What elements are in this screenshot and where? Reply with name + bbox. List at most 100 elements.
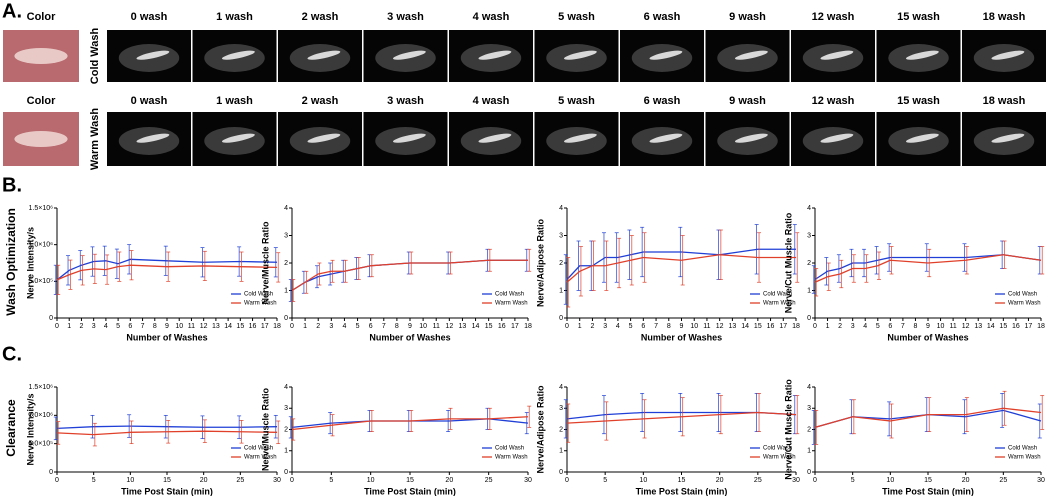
series-line <box>291 259 528 292</box>
series-line <box>291 259 528 292</box>
error-bar <box>629 235 634 286</box>
error-bar <box>68 259 73 290</box>
error-bar <box>718 395 723 435</box>
x-tick-label: 14 <box>224 323 232 330</box>
nerve <box>905 133 939 143</box>
error-bar <box>678 226 683 278</box>
y-tick-label: 3 <box>807 405 811 412</box>
x-tick-label: 11 <box>188 323 195 330</box>
nerve <box>136 50 170 60</box>
x-tick-label: 25 <box>999 477 1007 484</box>
nerve <box>820 133 854 143</box>
x-tick-label: 3 <box>851 323 855 330</box>
y-tick-label: 3 <box>284 232 288 239</box>
image-header: 1 wash <box>216 95 253 107</box>
error-bar <box>66 255 71 286</box>
error-bar <box>330 414 335 437</box>
error-bar <box>640 226 645 278</box>
error-bar <box>814 268 819 297</box>
y-axis-label: Nerve/Adipose Ratio <box>535 218 545 307</box>
row-title: Clearance <box>4 399 18 457</box>
x-tick-label: 15 <box>924 477 932 484</box>
image-header: 5 wash <box>558 95 595 107</box>
legend-label: Cold Wash <box>495 446 524 452</box>
error-bar <box>839 259 844 289</box>
x-tick-label: 11 <box>433 323 440 330</box>
row-label: Warm Wash <box>89 108 101 170</box>
x-tick-label: 5 <box>329 477 333 484</box>
error-bar <box>409 410 414 432</box>
error-bar <box>640 393 645 432</box>
error-bar <box>1040 246 1045 275</box>
image-header: 9 wash <box>729 11 766 23</box>
nerve <box>563 50 597 60</box>
error-bar <box>1002 240 1007 269</box>
series-line <box>566 411 797 424</box>
x-tick-label: 9 <box>408 323 412 330</box>
x-tick-label: 18 <box>273 323 281 330</box>
error-bar <box>924 243 929 272</box>
nerve <box>307 50 341 60</box>
y-tick-label: 2 <box>284 260 288 267</box>
error-bar <box>343 259 348 283</box>
error-bar <box>90 246 95 277</box>
error-bar <box>127 244 132 275</box>
x-tick-label: 14 <box>472 323 480 330</box>
error-bar <box>56 421 61 445</box>
error-bar <box>163 245 168 276</box>
x-tick-label: 20 <box>716 477 724 484</box>
nerve <box>392 50 426 60</box>
x-tick-label: 12 <box>716 323 724 330</box>
y-tick-label: 0 <box>559 469 563 476</box>
error-bar <box>330 259 335 283</box>
error-bar <box>716 393 721 432</box>
y-tick-label: 0 <box>284 315 288 322</box>
error-bar <box>369 410 374 432</box>
error-bar <box>601 395 606 435</box>
y-tick-label: 0 <box>284 469 288 476</box>
error-bar <box>78 250 83 281</box>
image-header: 2 wash <box>302 95 339 107</box>
error-bar <box>824 257 829 286</box>
error-bar <box>680 235 685 286</box>
nerve <box>991 50 1025 60</box>
x-tick-label: 8 <box>667 323 671 330</box>
image-header: 6 wash <box>644 11 681 23</box>
image-header: 6 wash <box>644 95 681 107</box>
error-bar <box>129 250 134 281</box>
error-bar <box>604 240 609 291</box>
x-tick-label: 9 <box>165 323 169 330</box>
series-line <box>566 411 797 420</box>
y-tick-label: 2 <box>807 426 811 433</box>
error-bar <box>127 414 132 438</box>
error-bar <box>92 253 97 284</box>
error-bar <box>1040 395 1045 430</box>
legend-label: Cold Wash <box>1008 292 1037 298</box>
error-bar <box>288 416 293 439</box>
x-axis-label: Number of Washes <box>369 332 450 342</box>
y-tick-label: 1 <box>807 287 811 294</box>
series-line <box>814 254 1042 283</box>
error-bar <box>102 245 107 276</box>
error-bar <box>276 420 281 445</box>
error-bar <box>851 399 856 435</box>
image-header: 0 wash <box>131 95 168 107</box>
error-bar <box>601 232 606 283</box>
x-tick-label: 10 <box>639 477 647 484</box>
error-bar <box>317 262 322 286</box>
y-tick-label: 4 <box>807 205 811 212</box>
x-tick-label: 1 <box>67 323 71 330</box>
x-tick-label: 3 <box>329 323 333 330</box>
error-bar <box>80 255 85 286</box>
error-bar <box>680 397 685 437</box>
x-tick-label: 2 <box>590 323 594 330</box>
x-tick-label: 0 <box>55 323 59 330</box>
x-tick-label: 18 <box>1037 323 1045 330</box>
x-tick-label: 2 <box>838 323 842 330</box>
nerve <box>820 50 854 60</box>
tissue <box>14 48 68 64</box>
nerve <box>307 133 341 143</box>
x-tick-label: 13 <box>974 323 982 330</box>
series-line <box>814 254 1042 281</box>
error-bar <box>315 265 320 289</box>
